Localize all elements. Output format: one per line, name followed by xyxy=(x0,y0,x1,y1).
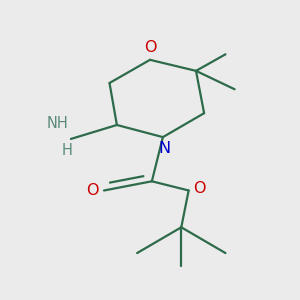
Text: O: O xyxy=(144,40,156,56)
Text: O: O xyxy=(193,181,206,196)
Text: N: N xyxy=(159,141,171,156)
Text: O: O xyxy=(86,183,98,198)
Text: H: H xyxy=(62,142,73,158)
Text: NH: NH xyxy=(46,116,68,131)
